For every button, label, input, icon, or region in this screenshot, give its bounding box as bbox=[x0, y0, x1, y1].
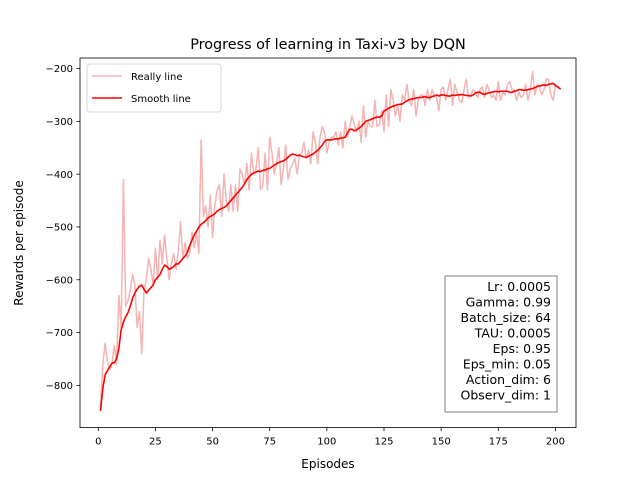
annotation-frame bbox=[444, 275, 558, 413]
x-axis-label: Episodes bbox=[301, 457, 354, 471]
annotation-line: Eps: 0.95 bbox=[493, 341, 551, 356]
x-tick-label: 125 bbox=[374, 437, 393, 448]
x-tick-label: 150 bbox=[432, 437, 451, 448]
y-tick-label: −400 bbox=[46, 170, 73, 181]
y-tick-label: −800 bbox=[46, 381, 73, 392]
y-tick-label: −500 bbox=[46, 223, 73, 234]
legend-label: Smooth line bbox=[131, 94, 191, 105]
annotation-line: Batch_size: 64 bbox=[460, 310, 551, 325]
y-axis-label: Rewards per episode bbox=[12, 180, 26, 305]
series-layer bbox=[99, 70, 562, 412]
series-line-really bbox=[99, 70, 557, 410]
annotation-line: Eps_min: 0.05 bbox=[463, 357, 551, 372]
axes-frame bbox=[79, 57, 577, 429]
y-tick-label: −700 bbox=[46, 328, 73, 339]
x-tick-label: 175 bbox=[489, 437, 508, 448]
x-tick-label: 25 bbox=[149, 437, 162, 448]
y-axis: −800 −700 −600 −500 −400 −300 −200 bbox=[46, 64, 80, 392]
x-tick-label: 75 bbox=[263, 437, 276, 448]
chart-title: Progress of learning in Taxi-v3 by DQN bbox=[190, 37, 466, 53]
annotation-line: Action_dim: 6 bbox=[466, 372, 551, 387]
y-tick-label: −200 bbox=[46, 64, 73, 75]
y-tick-label: −600 bbox=[46, 275, 73, 286]
annotation-line: Gamma: 0.99 bbox=[466, 295, 551, 310]
annotation-line: Lr: 0.0005 bbox=[487, 279, 551, 294]
annotation-line: Observ_dim: 1 bbox=[461, 388, 552, 403]
legend-label: Really line bbox=[131, 72, 182, 83]
x-axis: 0 25 50 75 100 125 150 175 200 bbox=[95, 427, 565, 448]
annotation-line: TAU: 0.0005 bbox=[474, 326, 551, 341]
x-tick-label: 100 bbox=[317, 437, 336, 448]
y-tick-label: −300 bbox=[46, 117, 73, 128]
legend: Really line Smooth line bbox=[86, 63, 222, 113]
x-tick-label: 0 bbox=[95, 437, 101, 448]
x-tick-label: 200 bbox=[546, 437, 565, 448]
x-tick-label: 50 bbox=[206, 437, 219, 448]
series-line-smooth bbox=[99, 82, 562, 412]
